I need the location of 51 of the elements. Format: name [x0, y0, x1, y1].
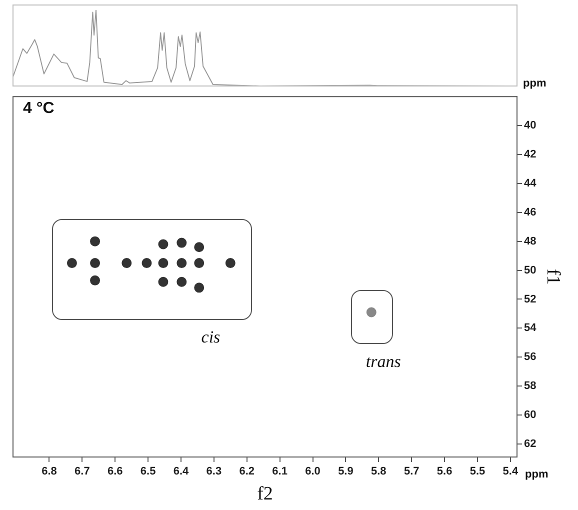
y-tick-label: 60: [524, 409, 536, 422]
point: [158, 239, 168, 250]
point: [194, 282, 204, 293]
y-tick-label: 42: [524, 148, 536, 161]
point: [366, 307, 376, 318]
text: ppm: [523, 78, 546, 90]
x-tick-label: 6.0: [305, 466, 320, 478]
point: [90, 236, 100, 246]
point: [194, 258, 204, 268]
y-tick-label: 54: [524, 322, 538, 334]
x-tick-label: 6.5: [140, 466, 156, 478]
x-axis-title: f2: [257, 484, 273, 505]
y-axis-title: f1: [542, 268, 564, 285]
x-tick-label: 5.9: [338, 466, 354, 478]
x-tick-label: 6.7: [74, 466, 90, 478]
y-tick-label: 48: [524, 235, 536, 248]
point: [90, 258, 100, 268]
point: [225, 258, 236, 268]
y-tick-label: 40: [524, 120, 536, 132]
point: [194, 242, 204, 252]
y-tick-label: 44: [524, 177, 538, 190]
x-tick-label: 5.4: [502, 466, 519, 478]
y-tick-label: 58: [524, 380, 536, 392]
x-tick-label: 6.3: [206, 466, 222, 478]
point: [158, 258, 168, 268]
x-tick-label: 5.5: [470, 466, 486, 478]
annotation: 4 °C: [23, 100, 55, 118]
point: [176, 258, 187, 268]
x-tick-label: 6.6: [107, 466, 123, 478]
x-tick-label: 5.6: [436, 466, 452, 478]
y-tick-label: 62: [524, 438, 536, 450]
y-tick-label: 46: [524, 206, 536, 218]
text: trans: [366, 352, 402, 372]
point: [158, 276, 168, 287]
point: [122, 258, 132, 268]
x-tick-label: 6.1: [272, 466, 288, 478]
point: [142, 258, 152, 268]
text: cis: [201, 328, 221, 347]
point: [66, 258, 77, 268]
point: [176, 276, 187, 287]
y-tick-label: 50: [524, 264, 536, 276]
point: [176, 238, 187, 248]
x-tick-label: 6.4: [173, 466, 190, 478]
text: ppm: [525, 468, 548, 481]
y-tick-label: 56: [524, 351, 536, 364]
x-tick-label: 5.7: [404, 466, 420, 478]
x-tick-label: 6.2: [239, 466, 255, 478]
x-tick-label: 5.8: [371, 466, 386, 478]
y-tick-label: 52: [524, 293, 536, 306]
point: [90, 275, 100, 286]
x-tick-label: 6.8: [42, 466, 57, 478]
